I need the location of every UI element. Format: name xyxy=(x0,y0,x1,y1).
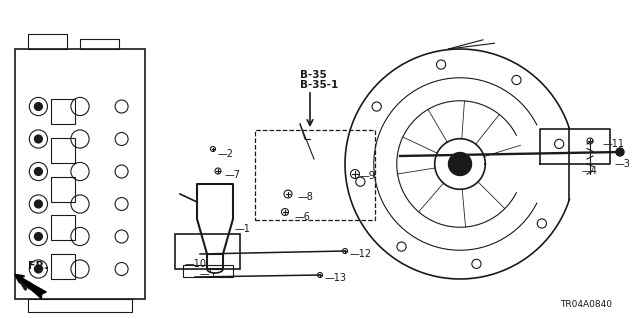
Circle shape xyxy=(35,233,42,241)
Text: —4: —4 xyxy=(582,166,598,176)
Bar xyxy=(80,39,119,49)
Bar xyxy=(175,234,240,269)
Text: —3: —3 xyxy=(615,159,631,169)
Text: —13: —13 xyxy=(325,273,347,283)
Circle shape xyxy=(449,152,472,175)
Bar xyxy=(51,176,75,202)
Text: B-35: B-35 xyxy=(300,70,327,80)
Text: —6: —6 xyxy=(295,212,311,222)
Text: FR.: FR. xyxy=(28,261,49,271)
Circle shape xyxy=(35,200,42,208)
Bar xyxy=(51,99,75,124)
Text: —5: —5 xyxy=(200,269,216,279)
Text: —10: —10 xyxy=(185,259,207,269)
Circle shape xyxy=(35,167,42,175)
Circle shape xyxy=(35,265,42,273)
Bar xyxy=(255,130,375,220)
Text: —12: —12 xyxy=(350,249,372,259)
Text: —9: —9 xyxy=(360,171,376,181)
Text: —11: —11 xyxy=(603,139,625,149)
Bar xyxy=(28,34,67,49)
Bar xyxy=(51,254,75,279)
Text: —1: —1 xyxy=(235,224,251,234)
Text: B-35-1: B-35-1 xyxy=(300,80,339,90)
Text: —8: —8 xyxy=(298,192,314,202)
Circle shape xyxy=(35,103,42,110)
Circle shape xyxy=(35,135,42,143)
Text: —7: —7 xyxy=(225,170,241,180)
Bar xyxy=(51,215,75,240)
Text: TR04A0840: TR04A0840 xyxy=(560,300,612,309)
Bar xyxy=(183,265,233,277)
Circle shape xyxy=(616,148,624,156)
Bar xyxy=(51,138,75,163)
Text: —2: —2 xyxy=(218,149,234,159)
Bar xyxy=(28,299,132,311)
Bar xyxy=(15,49,145,299)
